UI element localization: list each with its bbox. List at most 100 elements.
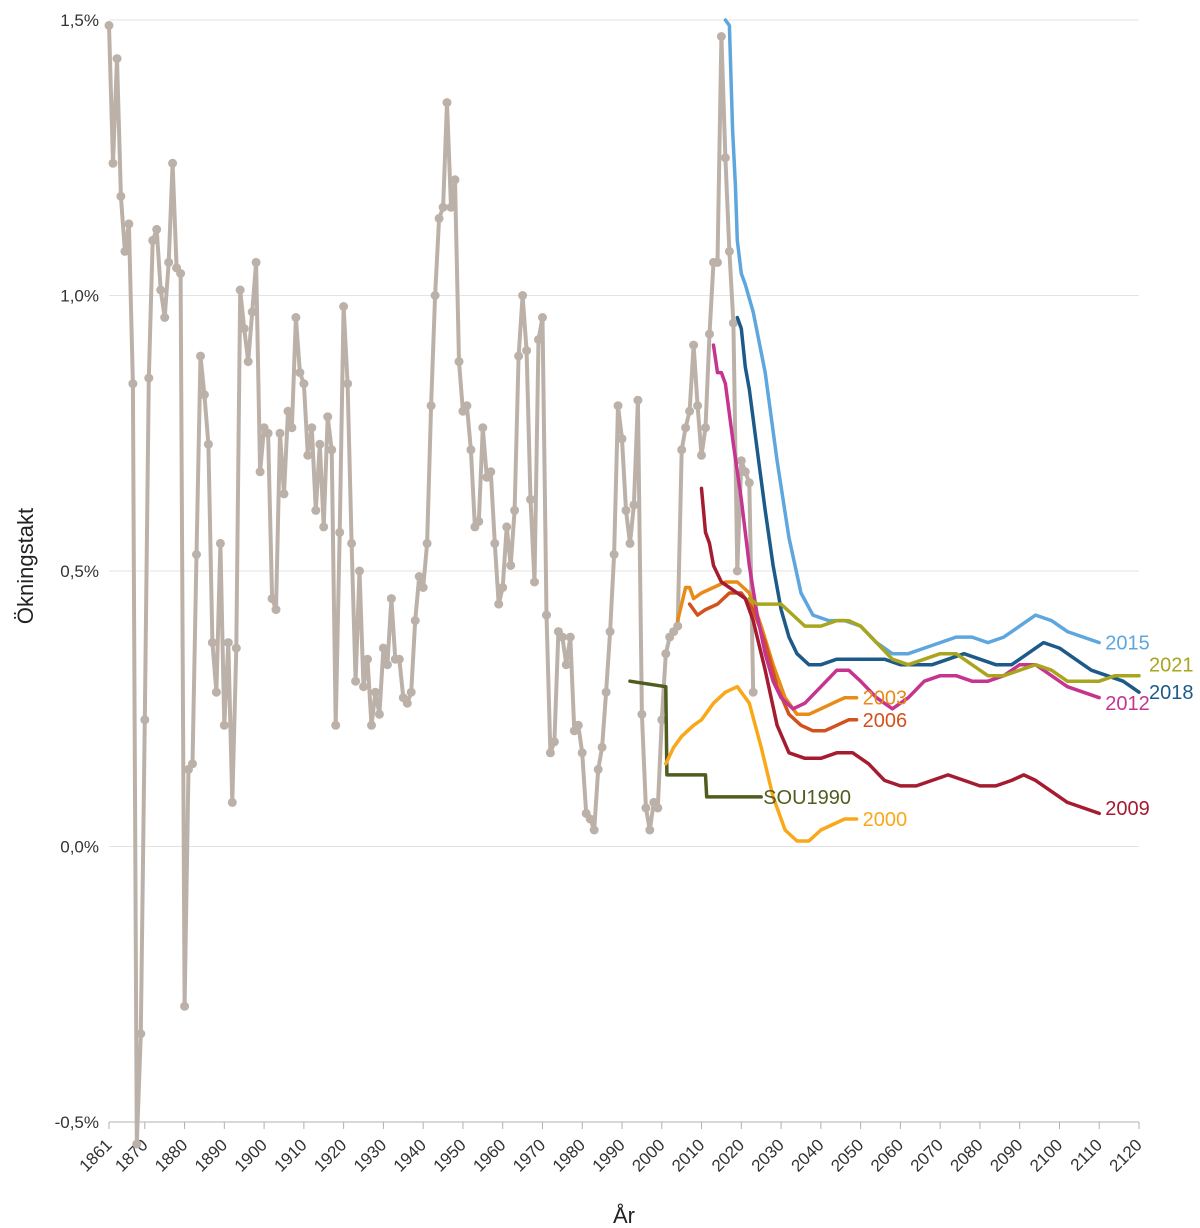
line-2009: [699, 486, 1101, 816]
x-tick-label: 2120: [1106, 1135, 1146, 1175]
data-point: [561, 660, 571, 670]
gridlines: [109, 19, 1139, 1123]
data-point: [351, 676, 361, 686]
data-point: [585, 814, 595, 824]
data-point: [589, 825, 599, 835]
data-point: [410, 616, 420, 626]
data-point: [279, 489, 289, 499]
data-point: [542, 610, 551, 620]
data-point: [629, 500, 639, 510]
line-2006: [687, 591, 859, 733]
x-tick-label: 1960: [469, 1135, 509, 1175]
data-point: [132, 1139, 142, 1149]
data-point: [176, 269, 186, 278]
data-point: [617, 434, 627, 444]
x-tick-label: 1870: [111, 1135, 151, 1175]
data-point: [271, 605, 281, 615]
data-point: [685, 406, 695, 416]
data-point: [267, 594, 277, 604]
data-point: [367, 720, 376, 730]
data-point: [247, 307, 257, 317]
series-label-2018: 2018: [1149, 682, 1194, 704]
x-tick-label: 1980: [549, 1135, 589, 1175]
data-point: [490, 538, 500, 548]
data-point: [641, 803, 651, 813]
data-point: [713, 257, 722, 267]
x-tick-label: 2040: [787, 1135, 827, 1175]
data-point: [494, 599, 504, 609]
data-point: [327, 445, 337, 455]
x-tick-label: 2060: [867, 1135, 907, 1175]
data-point: [283, 406, 293, 416]
series-label-2012: 2012: [1105, 693, 1150, 715]
data-point: [681, 423, 691, 433]
data-point: [263, 428, 273, 438]
x-tick-label: 1861: [76, 1135, 116, 1175]
data-point: [633, 395, 643, 405]
data-point: [311, 505, 321, 515]
x-tick-label: 2010: [668, 1135, 708, 1175]
data-point: [275, 428, 285, 438]
line-2021: [747, 596, 1141, 683]
data-point: [418, 583, 428, 592]
data-point: [530, 577, 539, 587]
data-point: [303, 450, 313, 460]
x-tick-label: 2090: [986, 1135, 1026, 1175]
data-point: [466, 445, 476, 455]
data-point: [331, 720, 341, 730]
x-tick-label: 2110: [1067, 1135, 1106, 1174]
data-point: [156, 285, 166, 295]
data-point: [394, 654, 404, 664]
line-2015: [723, 18, 1101, 656]
data-point: [243, 357, 253, 367]
data-point: [192, 550, 201, 559]
data-point: [609, 550, 619, 559]
data-point: [716, 32, 726, 41]
data-point: [454, 357, 464, 367]
series-2021: [747, 596, 1141, 683]
data-point: [148, 235, 158, 245]
x-tick-label: 2000: [628, 1135, 668, 1175]
data-point: [514, 351, 524, 361]
data-point: [323, 412, 333, 422]
data-point: [732, 566, 742, 576]
data-point: [693, 401, 703, 411]
data-point: [498, 583, 508, 592]
data-point: [382, 660, 392, 670]
data-point: [315, 439, 325, 449]
data-point: [534, 335, 543, 345]
x-tick-label: 1910: [271, 1135, 311, 1175]
data-point: [653, 803, 663, 813]
data-point: [295, 368, 305, 378]
series-historical: [104, 21, 758, 1149]
data-point: [538, 313, 547, 322]
data-point: [748, 687, 758, 697]
series-lines: [104, 18, 1141, 1149]
series-2015: [723, 18, 1101, 656]
data-point: [307, 423, 317, 433]
x-tick-label: 2070: [907, 1135, 947, 1175]
data-point: [673, 621, 683, 631]
data-point: [343, 379, 353, 389]
data-point: [152, 224, 162, 234]
data-point: [160, 313, 170, 322]
y-axis-title: Ökningstakt: [13, 508, 38, 624]
x-tick-label: 2030: [748, 1135, 788, 1175]
data-point: [613, 401, 623, 411]
series-2012: [711, 343, 1101, 711]
data-point: [104, 21, 114, 30]
line-2012: [711, 343, 1101, 711]
data-point: [211, 687, 221, 697]
data-point: [339, 302, 349, 311]
line-2018: [735, 315, 1141, 694]
data-point: [235, 285, 245, 295]
series-label-2006: 2006: [863, 710, 908, 732]
x-tick-label: 2100: [1026, 1135, 1066, 1175]
data-point: [196, 351, 205, 361]
data-point: [227, 797, 237, 807]
data-point: [355, 566, 364, 576]
data-point: [188, 759, 197, 769]
y-tick-label: 0,5%: [60, 562, 99, 581]
data-point: [689, 340, 699, 350]
series-label-2015: 2015: [1105, 633, 1150, 655]
